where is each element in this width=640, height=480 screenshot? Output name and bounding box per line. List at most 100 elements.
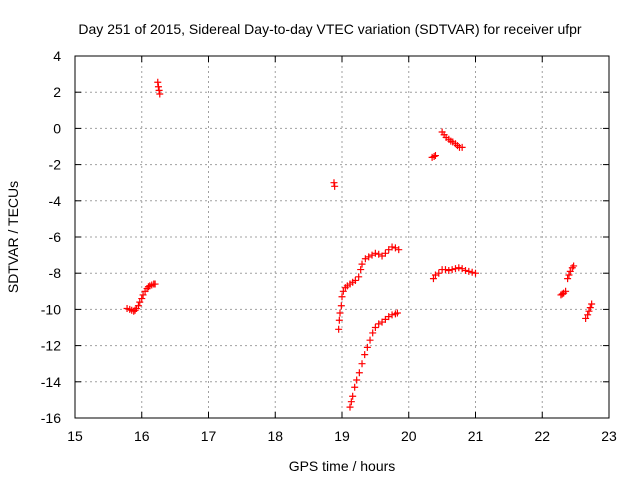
data-point (139, 291, 147, 299)
data-point (154, 83, 162, 91)
data-point (347, 398, 355, 406)
data-point (363, 343, 371, 351)
chart-title: Day 251 of 2015, Sidereal Day-to-day VTE… (78, 21, 582, 37)
data-point (371, 324, 379, 331)
x-tick-label: 16 (134, 428, 150, 444)
data-point (584, 311, 592, 319)
series-arc-5 (346, 309, 401, 411)
data-point (156, 90, 164, 98)
data-point (336, 309, 344, 317)
data-point (445, 266, 453, 274)
series-arc-6 (428, 152, 439, 161)
data-point (585, 307, 593, 315)
data-point (431, 152, 439, 160)
data-point (371, 249, 379, 257)
data-point (138, 295, 146, 303)
y-tick-label: -4 (49, 193, 62, 209)
data-points (123, 78, 596, 411)
series-arc-2 (154, 78, 164, 98)
series-arc-11 (582, 300, 596, 322)
x-tick-label: 18 (267, 428, 283, 444)
data-point (353, 376, 361, 384)
data-point (468, 268, 476, 276)
data-point (388, 311, 396, 319)
data-point (429, 275, 437, 283)
data-point (562, 287, 570, 295)
data-point (154, 78, 162, 86)
x-axis: 15 16 17 18 19 20 21 22 23 (67, 56, 617, 444)
series-arc-4 (335, 243, 403, 333)
series-arc-3 (330, 179, 339, 190)
x-tick-label: 21 (468, 428, 484, 444)
data-point (588, 300, 596, 308)
data-point (346, 403, 354, 411)
data-point (337, 302, 345, 310)
data-point (570, 262, 578, 270)
y-tick-label: -8 (49, 265, 62, 281)
series-arc-9 (557, 287, 570, 299)
y-tick-label: 0 (53, 120, 61, 136)
x-tick-label: 17 (201, 428, 217, 444)
x-tick-label: 19 (334, 428, 350, 444)
y-tick-label: 2 (53, 84, 61, 100)
data-point (564, 275, 572, 283)
series-arc-7 (438, 128, 466, 151)
data-point (388, 243, 396, 251)
data-point (566, 267, 574, 275)
series-arc-10 (564, 262, 578, 283)
data-point (339, 287, 347, 295)
data-point (351, 383, 359, 391)
data-point (448, 266, 456, 274)
data-point (335, 325, 343, 333)
data-point (357, 266, 365, 274)
data-point (355, 369, 363, 377)
data-point (351, 276, 359, 284)
data-point (369, 329, 377, 337)
data-point (391, 244, 399, 252)
data-point (395, 246, 403, 254)
data-point (375, 320, 383, 328)
x-tick-label: 22 (534, 428, 550, 444)
data-point (393, 309, 401, 317)
data-point (586, 304, 594, 312)
data-point (331, 182, 339, 190)
y-tick-label: -10 (41, 301, 61, 317)
grid (75, 56, 609, 418)
series-arc-1 (123, 280, 159, 315)
y-tick-label: 4 (53, 48, 61, 64)
data-point (151, 280, 159, 288)
data-point (582, 314, 590, 322)
x-tick-label: 20 (401, 428, 417, 444)
data-point (430, 152, 438, 160)
data-point (565, 271, 573, 279)
data-point (458, 143, 466, 151)
x-tick-label: 15 (67, 428, 83, 444)
data-point (361, 351, 369, 359)
data-point (131, 306, 139, 314)
y-tick-label: -14 (41, 374, 61, 390)
data-point (375, 250, 383, 258)
data-point (349, 392, 357, 400)
data-point (441, 266, 449, 274)
data-point (355, 273, 363, 281)
y-axis-label: SDTVAR / TECUs (5, 181, 21, 293)
data-point (330, 179, 338, 187)
y-tick-label: -12 (41, 338, 61, 354)
data-point (472, 269, 479, 277)
data-point (455, 264, 463, 272)
data-point (461, 266, 469, 274)
data-point (465, 267, 473, 275)
data-point (368, 251, 376, 259)
data-point (155, 86, 163, 94)
data-point (338, 293, 346, 301)
data-point (435, 269, 443, 277)
data-point (358, 260, 366, 268)
x-tick-label: 23 (601, 428, 617, 444)
data-point (335, 316, 343, 324)
y-tick-label: -16 (41, 410, 61, 426)
data-point (365, 253, 373, 261)
data-point (136, 298, 144, 306)
data-point (451, 265, 459, 273)
data-point (366, 336, 374, 344)
